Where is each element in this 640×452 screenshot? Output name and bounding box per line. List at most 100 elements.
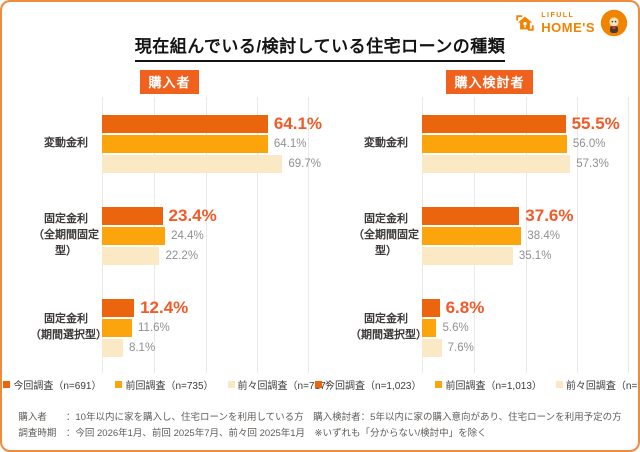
- footer-note-survey-period: 調査時期 ：今回 2026年1月、前回 2025年7月、前々回 2025年1月 …: [18, 428, 487, 439]
- panel-considerers-plot: 変動金利 55.5% 56.0% 57.3% 固定金利 （全期間固定型） 37.6% 38.4…: [350, 97, 629, 373]
- legend-marker: [315, 381, 323, 388]
- bar-row: 69.7%: [102, 155, 321, 173]
- bar-row: 6.8%: [422, 298, 629, 317]
- panel-considerers: 購入検討者 変動金利 55.5% 56.0% 57.3% 固定金利 （全期間固定型） 37.…: [315, 70, 638, 392]
- bars: 64.1% 64.1% 69.7%: [102, 113, 322, 175]
- bar-group: 変動金利 64.1% 64.1% 69.7%: [30, 113, 322, 175]
- category-label-line: （全期間固定型）: [353, 229, 419, 257]
- bar-row: 24.4%: [102, 227, 309, 245]
- bar-value-label: 8.1%: [128, 342, 156, 354]
- bar-value-label: 64.1%: [273, 138, 307, 150]
- gridline: [577, 97, 579, 373]
- footer-note-definitions: 購入者 ：10年以内に家を購入し、住宅ローンを利用している方 購入検討者：5年以…: [18, 412, 622, 423]
- bar-value-label: 6.8%: [445, 298, 485, 317]
- brand-wordmark: LIFULL HOME'S: [541, 12, 595, 34]
- bar: [422, 135, 567, 153]
- house-brackets-icon: [514, 12, 536, 34]
- bar-row: 55.5%: [422, 114, 629, 133]
- category-label-line: （期間選択型）: [30, 329, 107, 341]
- panel-purchasers: 購入者 変動金利 64.1% 64.1% 69.7% 固定金利 （全期間固定型） 23.4%…: [3, 70, 336, 392]
- bar: [422, 155, 571, 173]
- bar: [102, 247, 160, 265]
- bar-value-label: 37.6%: [525, 206, 574, 225]
- bar-value-label: 7.6%: [447, 342, 474, 354]
- bar-value-label: 55.5%: [571, 114, 620, 133]
- bars: 37.6% 38.4% 35.1%: [422, 205, 629, 267]
- bar-value-label: 24.4%: [171, 230, 204, 242]
- category-label-line: 固定金利: [364, 213, 408, 226]
- category-label-line: 固定金利: [44, 313, 88, 326]
- bar-value-label: 22.2%: [165, 250, 199, 262]
- category-label: 固定金利 （期間選択型）: [30, 312, 107, 344]
- bar-row: 64.1%: [102, 135, 309, 153]
- bar: [422, 247, 513, 265]
- panel-considerers-legend: 今回調査（n=1,023） 前回調査（n=1,013） 前々回調査（n=754）: [315, 377, 638, 392]
- bar: [422, 339, 442, 357]
- category-label-line: 変動金利: [44, 137, 88, 150]
- category-label-line: （全期間固定型）: [33, 229, 99, 257]
- category-label: 固定金利 （期間選択型）: [350, 312, 427, 344]
- category-label: 固定金利 （全期間固定型）: [350, 212, 422, 260]
- panel-purchasers-header-row: 購入者: [30, 70, 309, 94]
- bar-value-label: 23.4%: [168, 206, 217, 225]
- bar-row: 23.4%: [102, 206, 309, 225]
- bar-row: 57.3%: [422, 155, 629, 173]
- legend-marker: [555, 381, 563, 388]
- bars: 6.8% 5.6% 7.6%: [422, 297, 629, 359]
- bar: [102, 155, 283, 173]
- legend-marker: [3, 381, 11, 388]
- gridline: [628, 97, 629, 373]
- legend-item: 今回調査（n=1,023）: [315, 377, 421, 392]
- bar-row: 64.1%: [102, 114, 322, 133]
- bar-value-label: 11.6%: [138, 322, 170, 334]
- bar-value-label: 35.1%: [518, 250, 552, 262]
- category-label: 変動金利: [350, 136, 422, 152]
- legend-label: 前回調査（n=735）: [125, 381, 214, 392]
- bar: [102, 319, 132, 337]
- gridline: [205, 97, 207, 373]
- bar-group: 固定金利 （全期間固定型） 23.4% 24.4% 22.2%: [30, 205, 309, 267]
- bars: 12.4% 11.6% 8.1%: [102, 297, 309, 359]
- bars: 23.4% 24.4% 22.2%: [102, 205, 309, 267]
- bar: [422, 207, 520, 225]
- footer-notes-block: 購入者 ：10年以内に家を購入し、住宅ローンを利用している方 購入検討者：5年以…: [18, 410, 621, 442]
- bar-row: 5.6%: [422, 319, 629, 337]
- chart-title: 現在組んでいる/検討している住宅ローンの種類: [134, 32, 506, 62]
- panel-purchasers-badge: 購入者: [140, 70, 199, 94]
- legend-label: 今回調査（n=691）: [13, 381, 102, 392]
- chart-title-row: 現在組んでいる/検討している住宅ローンの種類: [2, 32, 638, 62]
- footer-notes: 購入者 ：10年以内に家を購入し、住宅ローンを利用している方 購入検討者：5年以…: [2, 410, 638, 442]
- mascot-icon: [600, 9, 628, 37]
- bar-row: 38.4%: [422, 227, 629, 245]
- bar-row: 8.1%: [102, 339, 309, 357]
- bar: [102, 339, 123, 357]
- category-label-line: （期間選択型）: [350, 329, 427, 341]
- bar-group: 固定金利 （期間選択型） 12.4% 11.6% 8.1%: [30, 297, 309, 359]
- bar-value-label: 64.1%: [273, 114, 323, 133]
- category-label-line: 変動金利: [364, 137, 408, 150]
- category-label: 変動金利: [30, 136, 102, 152]
- panel-purchasers-legend: 今回調査（n=691） 前回調査（n=735） 前々回調査（n=717）: [3, 377, 336, 392]
- brand-logo: LIFULL HOME'S: [514, 9, 628, 37]
- bar-group: 固定金利 （期間選択型） 6.8% 5.6% 7.6%: [350, 297, 629, 359]
- panel-considerers-badge: 購入検討者: [446, 70, 533, 94]
- category-label-line: 固定金利: [44, 213, 88, 226]
- legend-item: 前回調査（n=735）: [115, 377, 214, 392]
- bar-value-label: 12.4%: [140, 298, 189, 317]
- legend-marker: [435, 381, 443, 388]
- bar-value-label: 56.0%: [572, 138, 606, 150]
- bars: 55.5% 56.0% 57.3%: [422, 113, 629, 175]
- legend-item: 前回調査（n=1,013）: [435, 377, 542, 392]
- bar: [422, 115, 566, 133]
- bar: [102, 299, 135, 317]
- bar: [422, 299, 440, 317]
- gridline: [525, 97, 527, 373]
- bar-row: 12.4%: [102, 298, 309, 317]
- legend-label: 今回調査（n=1,023）: [325, 381, 422, 392]
- legend-item: 前々回調査（n=717）: [227, 377, 336, 392]
- category-label: 固定金利 （全期間固定型）: [30, 212, 102, 260]
- brand-name-top: LIFULL: [541, 12, 575, 19]
- bar-value-label: 5.6%: [442, 322, 469, 334]
- bar-row: 22.2%: [102, 247, 309, 265]
